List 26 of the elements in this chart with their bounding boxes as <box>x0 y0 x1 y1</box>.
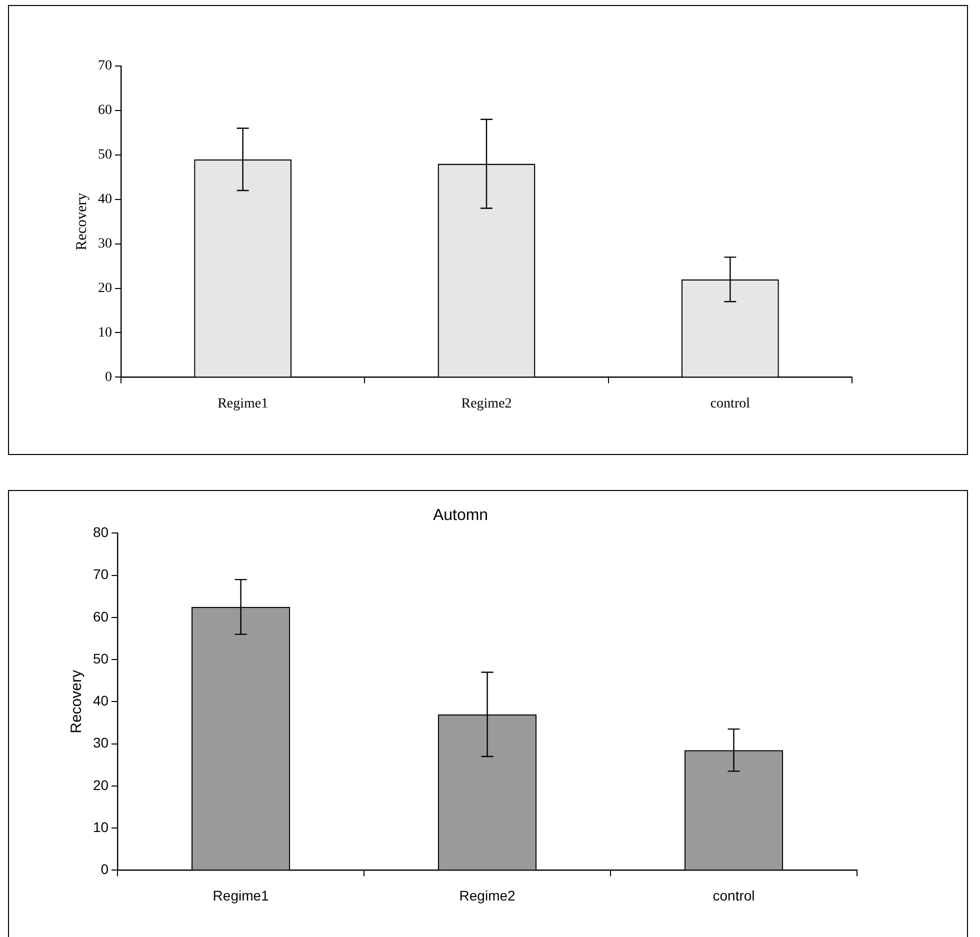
y-axis-title: Recovery <box>68 670 86 734</box>
y-axis-title: Recovery <box>74 192 90 250</box>
x-tick-label: Regime2 <box>461 396 512 412</box>
y-tick-label: 60 <box>98 103 112 118</box>
x-tick-label: control <box>712 887 755 904</box>
x-tick-label: Regime1 <box>218 396 268 412</box>
y-tick-label: 50 <box>92 650 109 666</box>
y-tick-label: 20 <box>92 776 109 793</box>
y-tick-label: 10 <box>98 325 112 340</box>
y-tick-label: 10 <box>92 818 109 835</box>
y-tick-label: 70 <box>98 58 112 74</box>
y-tick-label: 20 <box>98 280 112 296</box>
x-tick-label: Regime2 <box>459 887 516 904</box>
y-tick-label: 0 <box>100 861 109 878</box>
y-tick-label: 30 <box>98 236 112 252</box>
chart-title: Automn <box>432 507 488 524</box>
y-tick-label: 0 <box>105 370 112 385</box>
y-tick-label: 70 <box>92 566 109 582</box>
y-tick-label: 30 <box>92 734 109 751</box>
y-tick-label: 50 <box>98 148 112 163</box>
x-tick-label: control <box>710 396 750 412</box>
y-tick-label: 40 <box>98 192 112 208</box>
y-tick-label: 80 <box>92 524 109 540</box>
y-tick-label: 60 <box>92 608 109 624</box>
x-tick-label: Regime1 <box>212 887 270 904</box>
y-tick-label: 40 <box>92 692 109 709</box>
